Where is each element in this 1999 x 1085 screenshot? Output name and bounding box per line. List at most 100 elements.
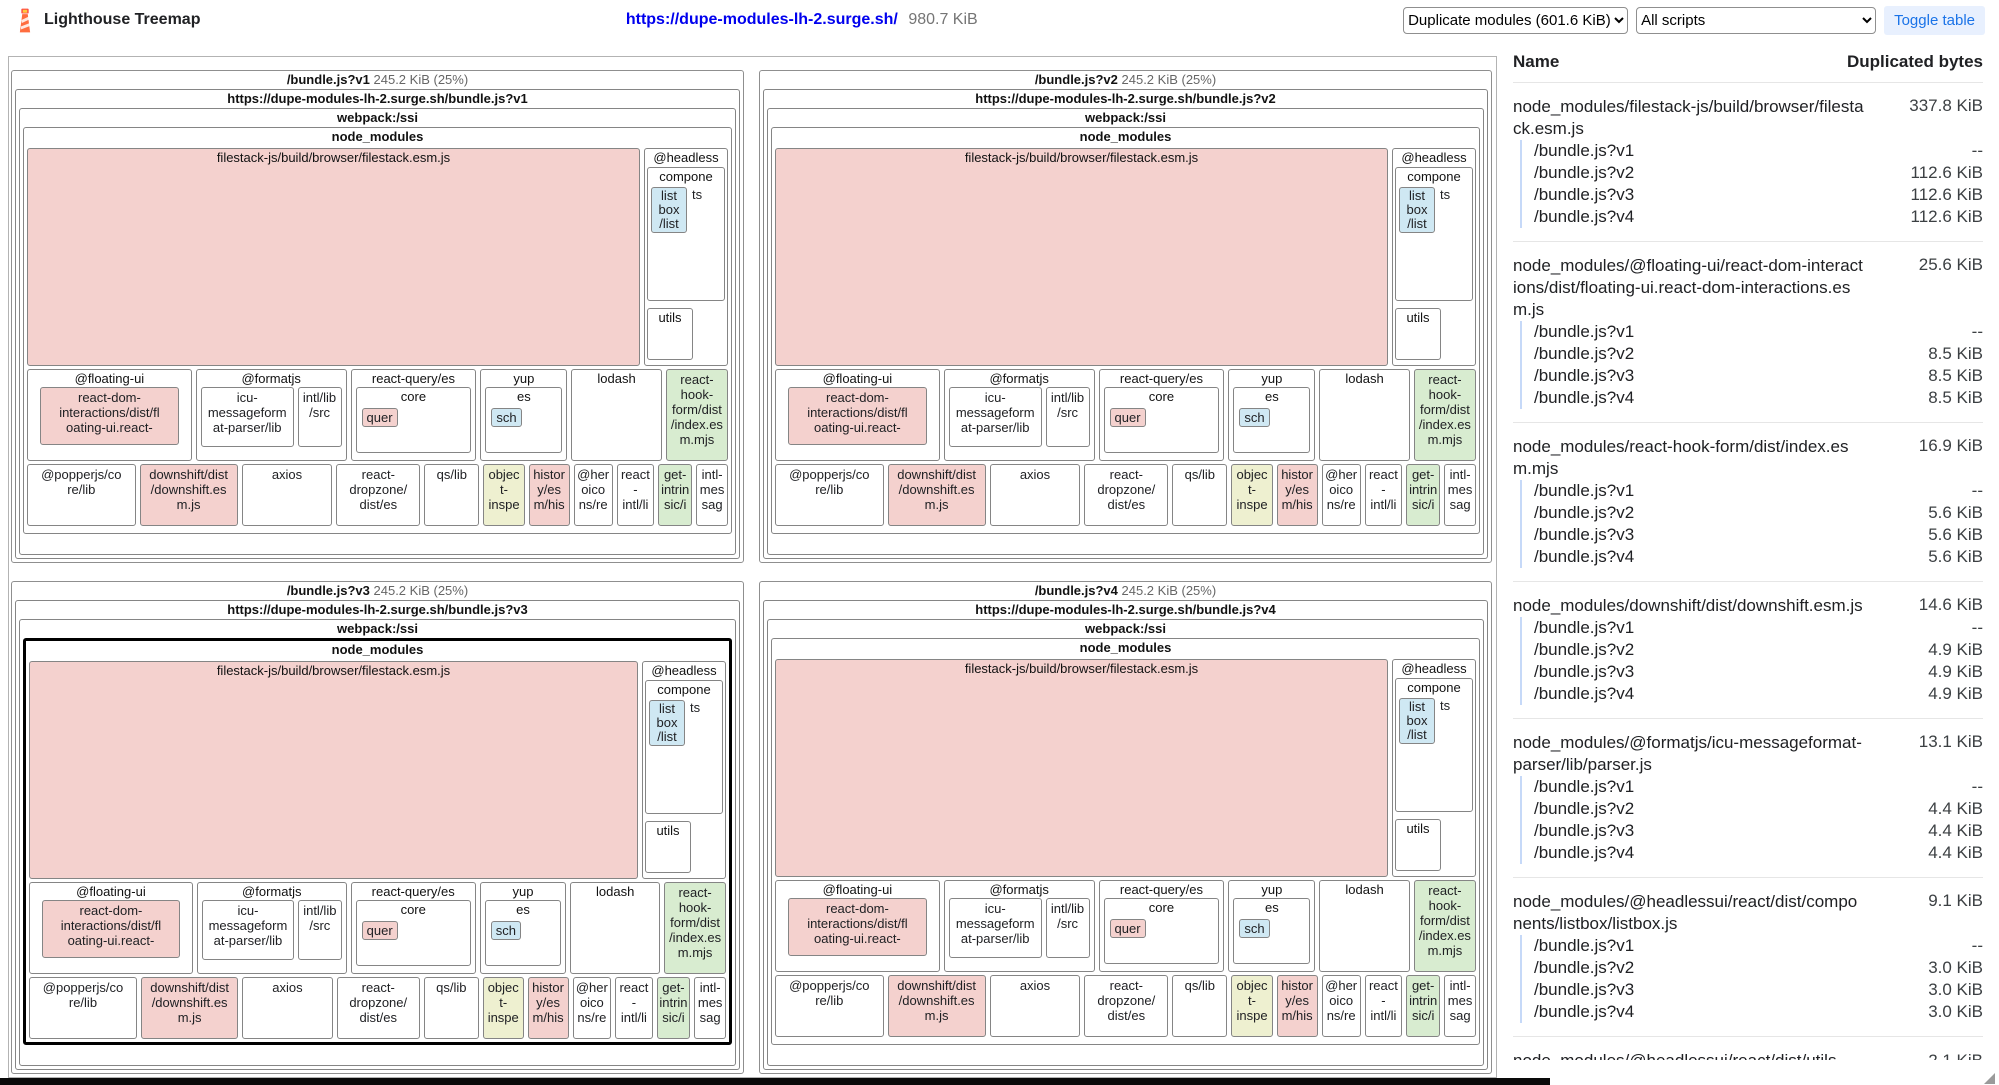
module-node-popperjs-co-re-lib[interactable]: @popperjs/co re/lib [775,464,884,526]
package-node-lodash[interactable]: lodash [570,882,661,974]
package-node-react-query-es[interactable]: react-query/es core quer [350,882,476,974]
script-filter-select[interactable]: All scripts [1636,6,1877,34]
listbox-node[interactable]: list box /list [649,700,685,746]
components-node[interactable]: compone list box /list ts [1395,678,1473,812]
headlessui-node[interactable]: @headless compone list box /list ts utils [642,661,726,879]
module-node-intl-lib-src[interactable]: intl/lib /src [298,900,342,960]
module-node-downshift-dist-downshift-es-m-js[interactable]: downshift/dist /downshift.es m.js [139,464,238,526]
module-node-qs-lib[interactable]: qs/lib [1172,975,1228,1037]
module-node-objec-t-inspe[interactable]: objec t- inspe [482,977,524,1039]
module-node-sch[interactable]: sch [491,408,522,427]
module-node-popperjs-co-re-lib[interactable]: @popperjs/co re/lib [775,975,884,1037]
module-node-intl-mes-sag[interactable]: intl- mes sag [1444,464,1477,526]
treemap-panel-bundle-js-v4[interactable]: /bundle.js?v4 245.2 KiB (25%) https://dup… [759,581,1492,1074]
module-node-objec-t-inspe[interactable]: objec t- inspe [483,464,525,526]
module-node-react-intl-li[interactable]: react - intl/li [615,977,653,1039]
listbox-node[interactable]: list box /list [1399,698,1435,744]
listbox-node[interactable]: list box /list [1399,187,1435,233]
module-node-axios[interactable]: axios [242,977,333,1039]
package-node-formatjs[interactable]: @formatjs icu- messageform at-parser/lib i… [943,880,1095,972]
module-node-react-dropzone-dist-es[interactable]: react- dropzone/ dist/es [336,464,421,526]
module-node-qs-lib[interactable]: qs/lib [1172,464,1228,526]
module-node-downshift-dist-downshift-es-m-js[interactable]: downshift/dist /downshift.es m.js [140,977,239,1039]
module-node-react-dom-interactions-dist-fl-oating-ui[interactable]: react-dom- interactions/dist/fl oating-u… [788,898,927,956]
utils-node[interactable]: utils [1395,308,1441,360]
package-node-floating-ui[interactable]: @floating-ui react-dom- interactions/dist… [27,369,192,461]
module-node-axios[interactable]: axios [989,464,1081,526]
listbox-node[interactable]: list box /list [651,187,687,233]
script-url-node-bundle-js-v1[interactable]: https://dupe-modules-lh-2.surge.sh/bundl… [15,89,740,559]
package-node-yup[interactable]: yup es sch [1228,880,1316,972]
components-node[interactable]: compone list box /list ts [1395,167,1473,301]
module-node-quer[interactable]: quer [1109,919,1146,938]
module-node-popperjs-co-re-lib[interactable]: @popperjs/co re/lib [27,464,136,526]
page-url-link[interactable]: https://dupe-modules-lh-2.surge.sh/ [625,11,898,28]
module-node-react-dropzone-dist-es[interactable]: react- dropzone/ dist/es [1084,464,1169,526]
module-node-get-intrin-sic-i[interactable]: get- intrin sic/i [656,977,691,1039]
module-node-react-hook-form-dist-index-es-m-mjs[interactable]: react- hook- form/dist /index.es m.mjs [665,369,728,461]
package-node-floating-ui[interactable]: @floating-ui react-dom- interactions/dist… [775,880,940,972]
module-node-get-intrin-sic-i[interactable]: get- intrin sic/i [1406,975,1441,1037]
module-node-popperjs-co-re-lib[interactable]: @popperjs/co re/lib [29,977,137,1039]
module-node-react-hook-form-dist-index-es-m-mjs[interactable]: react- hook- form/dist /index.es m.mjs [664,882,726,974]
package-node-react-query-es[interactable]: react-query/es core quer [350,369,477,461]
package-node-formatjs[interactable]: @formatjs icu- messageform at-parser/lib i… [196,882,347,974]
module-node-histor-y-es-m-his[interactable]: histor y/es m/his [527,977,569,1039]
module-node-react-hook-form-dist-index-es-m-mjs[interactable]: react- hook- form/dist /index.es m.mjs [1413,369,1476,461]
module-node-get-intrin-sic-i[interactable]: get- intrin sic/i [1406,464,1441,526]
module-node-react-dom-interactions-dist-fl-oating-ui[interactable]: react-dom- interactions/dist/fl oating-u… [40,387,179,445]
module-node-her-oico-ns-re[interactable]: @her oico ns/re [572,977,612,1039]
filestack-node[interactable]: filestack-js/build/browser/filestack.esm… [775,148,1388,366]
module-node-es[interactable]: es sch [1233,898,1311,964]
package-node-formatjs[interactable]: @formatjs icu- messageform at-parser/lib i… [195,369,347,461]
package-node-lodash[interactable]: lodash [1319,369,1410,461]
package-node-yup[interactable]: yup es sch [1228,369,1316,461]
components-node[interactable]: compone list box /list ts [647,167,725,301]
headlessui-node[interactable]: @headless compone list box /list ts utils [1392,148,1476,366]
package-node-lodash[interactable]: lodash [571,369,662,461]
module-node-icu-messageform-at-parser-lib[interactable]: icu- messageform at-parser/lib [200,387,294,447]
package-node-formatjs[interactable]: @formatjs icu- messageform at-parser/lib i… [943,369,1095,461]
package-node-react-query-es[interactable]: react-query/es core quer [1098,369,1225,461]
module-node-quer[interactable]: quer [1109,408,1146,427]
filestack-node[interactable]: filestack-js/build/browser/filestack.esm… [29,661,638,879]
module-node-core[interactable]: core quer [355,387,472,453]
treemap-panel-bundle-js-v1[interactable]: /bundle.js?v1 245.2 KiB (25%) https://dup… [11,70,744,563]
module-node-sch[interactable]: sch [1239,919,1270,938]
module-node-her-oico-ns-re[interactable]: @her oico ns/re [1321,975,1361,1037]
module-node-core[interactable]: core quer [1103,387,1220,453]
utils-node[interactable]: utils [647,308,693,360]
package-node-floating-ui[interactable]: @floating-ui react-dom- interactions/dist… [775,369,940,461]
module-node-downshift-dist-downshift-es-m-js[interactable]: downshift/dist /downshift.es m.js [887,464,986,526]
module-node-axios[interactable]: axios [241,464,333,526]
module-node-react-dom-interactions-dist-fl-oating-ui[interactable]: react-dom- interactions/dist/fl oating-u… [788,387,927,445]
script-url-node-bundle-js-v2[interactable]: https://dupe-modules-lh-2.surge.sh/bundl… [763,89,1488,559]
package-node-yup[interactable]: yup es sch [479,882,567,974]
module-node-es[interactable]: es sch [1233,387,1311,453]
module-node-react-dom-interactions-dist-fl-oating-ui[interactable]: react-dom- interactions/dist/fl oating-u… [42,900,180,958]
webpack-node[interactable]: webpack:/ssi node_modules filestack-js/bui… [767,108,1484,555]
module-node-react-dropzone-dist-es[interactable]: react- dropzone/ dist/es [336,977,420,1039]
module-node-icu-messageform-at-parser-lib[interactable]: icu- messageform at-parser/lib [948,387,1042,447]
module-node-react-intl-li[interactable]: react - intl/li [616,464,655,526]
module-node-downshift-dist-downshift-es-m-js[interactable]: downshift/dist /downshift.es m.js [887,975,986,1037]
script-url-node-bundle-js-v3[interactable]: https://dupe-modules-lh-2.surge.sh/bundl… [15,600,740,1070]
package-node-react-query-es[interactable]: react-query/es core quer [1098,880,1225,972]
package-node-yup[interactable]: yup es sch [480,369,568,461]
node-modules-node[interactable]: node_modules filestack-js/build/browser/f… [23,638,732,1045]
toggle-table-button[interactable]: Toggle table [1884,5,1985,35]
module-node-icu-messageform-at-parser-lib[interactable]: icu- messageform at-parser/lib [948,898,1042,958]
module-node-sch[interactable]: sch [1239,408,1270,427]
module-node-intl-mes-sag[interactable]: intl- mes sag [694,977,726,1039]
node-modules-node[interactable]: node_modules filestack-js/build/browser/f… [771,638,1480,1045]
filestack-node[interactable]: filestack-js/build/browser/filestack.esm… [775,659,1388,877]
webpack-node[interactable]: webpack:/ssi node_modules filestack-js/bui… [19,619,736,1066]
module-node-react-intl-li[interactable]: react - intl/li [1364,464,1403,526]
module-node-histor-y-es-m-his[interactable]: histor y/es m/his [1276,464,1318,526]
package-node-floating-ui[interactable]: @floating-ui react-dom- interactions/dist… [29,882,193,974]
components-node[interactable]: compone list box /list ts [645,680,723,814]
webpack-node[interactable]: webpack:/ssi node_modules filestack-js/bui… [767,619,1484,1066]
module-node-histor-y-es-m-his[interactable]: histor y/es m/his [1276,975,1318,1037]
utils-node[interactable]: utils [645,821,691,873]
module-node-react-hook-form-dist-index-es-m-mjs[interactable]: react- hook- form/dist /index.es m.mjs [1413,880,1476,972]
